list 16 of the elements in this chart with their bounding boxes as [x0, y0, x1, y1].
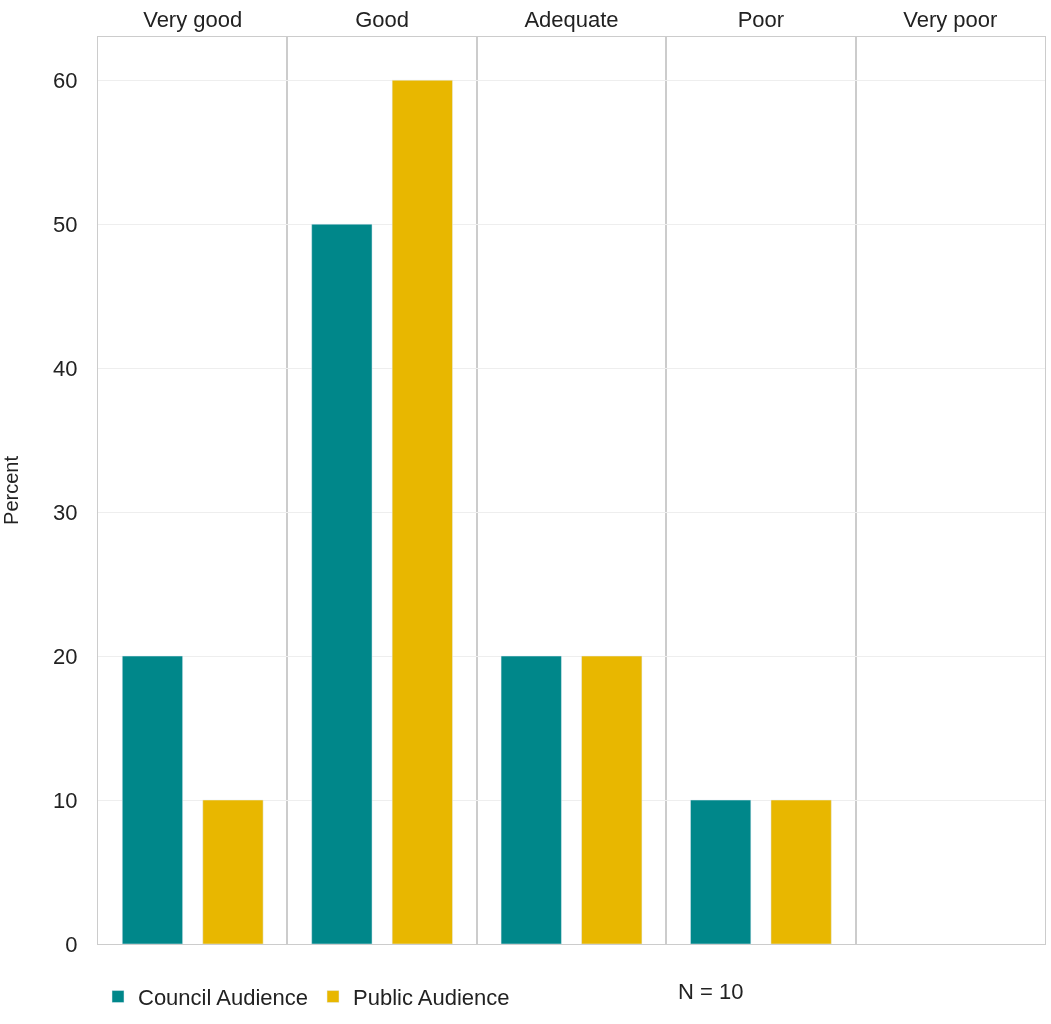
- text: N = 10: [678, 979, 744, 1004]
- y-tick-label: 10: [53, 787, 78, 813]
- x-tick-label: Poor: [737, 7, 785, 33]
- y-tick-label: 30: [53, 499, 78, 525]
- y-axis-title: Percent: [0, 455, 22, 525]
- x-tick-label: Very poor: [903, 7, 998, 33]
- y-tick-label: 60: [53, 67, 78, 93]
- x-tick-label: Good: [355, 7, 410, 33]
- y-tick-label: 40: [53, 355, 78, 381]
- x-tick-label: Adequate: [524, 7, 619, 33]
- legend-label: Council Audience: [138, 985, 309, 1011]
- y-tick-label: 0: [65, 931, 78, 957]
- y-tick-label: 50: [53, 211, 78, 237]
- x-tick-label: Very good: [143, 7, 243, 33]
- y-tick-label: 20: [53, 643, 78, 669]
- legend-label: Public Audience: [353, 985, 510, 1011]
